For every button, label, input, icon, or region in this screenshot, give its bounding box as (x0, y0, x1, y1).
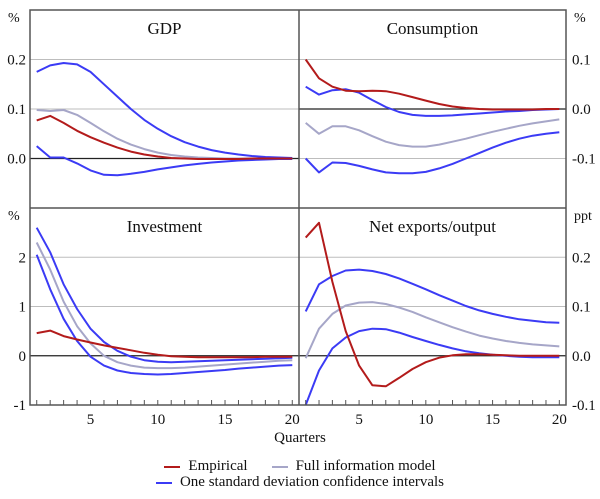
consumption-title: Consumption (387, 19, 479, 38)
legend-label-ci: One standard deviation confidence interv… (179, 474, 445, 490)
net-exports-output-series-model (304, 301, 560, 359)
legend-item-ci: One standard deviation confidence interv… (155, 474, 445, 490)
gdp-ytick-label: 0.1 (7, 102, 26, 118)
legend-swatch-ci (155, 481, 172, 484)
legend-swatch-empirical (164, 465, 181, 468)
chart: 0.0 0.1 0.2% GDP -0.1 0.0 0.1% Consumption -1 0 1 2… (7, 9, 596, 428)
investment-ytick-label: 2 (19, 250, 27, 266)
net-exports-output-ytick-label: -0.1 (572, 398, 596, 414)
net-exports-output-xtick-label: 10 (418, 412, 433, 428)
gdp-series-ci (36, 62, 293, 159)
net-exports-output-ytick-label: 0.1 (572, 300, 591, 316)
gdp-unit-label: % (8, 11, 20, 26)
net-exports-output-unit-label: ppt (574, 209, 592, 224)
investment-title: Investment (127, 217, 203, 236)
consumption-ytick-label: 0.1 (572, 53, 591, 69)
consumption-ytick-label: -0.1 (572, 152, 596, 168)
net-exports-output-ytick-label: 0.0 (572, 349, 591, 365)
investment-series-model (35, 242, 293, 370)
x-axis-label: Quarters (274, 430, 326, 446)
investment-xtick-label: 5 (87, 412, 95, 428)
gdp-ytick-label: 0.0 (7, 152, 26, 168)
consumption-series-ci (304, 131, 560, 175)
net-exports-output-xtick-label: 20 (552, 412, 567, 428)
investment-ytick-label: 1 (19, 300, 27, 316)
investment-xtick-label: 10 (150, 412, 165, 428)
legend-row-2: One standard deviation confidence interv… (0, 475, 600, 490)
investment-xtick-label: 15 (218, 412, 233, 428)
consumption-series-empirical (304, 58, 560, 111)
legend-label-model: Full information model (295, 458, 436, 474)
consumption-unit-label: % (574, 11, 586, 26)
net-exports-output-ytick-label: 0.2 (572, 250, 591, 266)
legend-row-1: Empirical Full information model (0, 459, 600, 474)
consumption-ytick-label: 0.0 (572, 102, 591, 118)
legend-item-model: Full information model (271, 458, 436, 474)
net-exports-output-xtick-label: 5 (355, 412, 363, 428)
gdp-ytick-label: 0.2 (7, 53, 26, 69)
gdp-series-model (36, 109, 293, 160)
investment-xtick-label: 20 (285, 412, 300, 428)
consumption-series-model (305, 118, 560, 148)
gdp-title: GDP (147, 19, 181, 38)
investment-ytick-label: -1 (14, 398, 27, 414)
legend: Empirical Full information model One sta… (0, 459, 600, 490)
investment-series-empirical (36, 329, 293, 359)
investment-series-ci (35, 227, 293, 364)
investment-unit-label: % (8, 209, 20, 224)
net-exports-output-series-ci (304, 327, 560, 406)
legend-item-empirical: Empirical (164, 458, 248, 474)
legend-swatch-model (271, 465, 288, 468)
investment-ytick-label: 0 (19, 349, 27, 365)
net-exports-output-xtick-label: 15 (485, 412, 500, 428)
gdp-series-empirical (36, 114, 293, 160)
investment-series-ci (35, 254, 293, 376)
net-exports-output-series-empirical (304, 221, 560, 388)
net-exports-output-series-ci (304, 268, 560, 324)
legend-label-empirical: Empirical (188, 458, 248, 474)
net-exports-output-title: Net exports/output (369, 217, 496, 236)
gdp-series-ci (36, 145, 293, 177)
